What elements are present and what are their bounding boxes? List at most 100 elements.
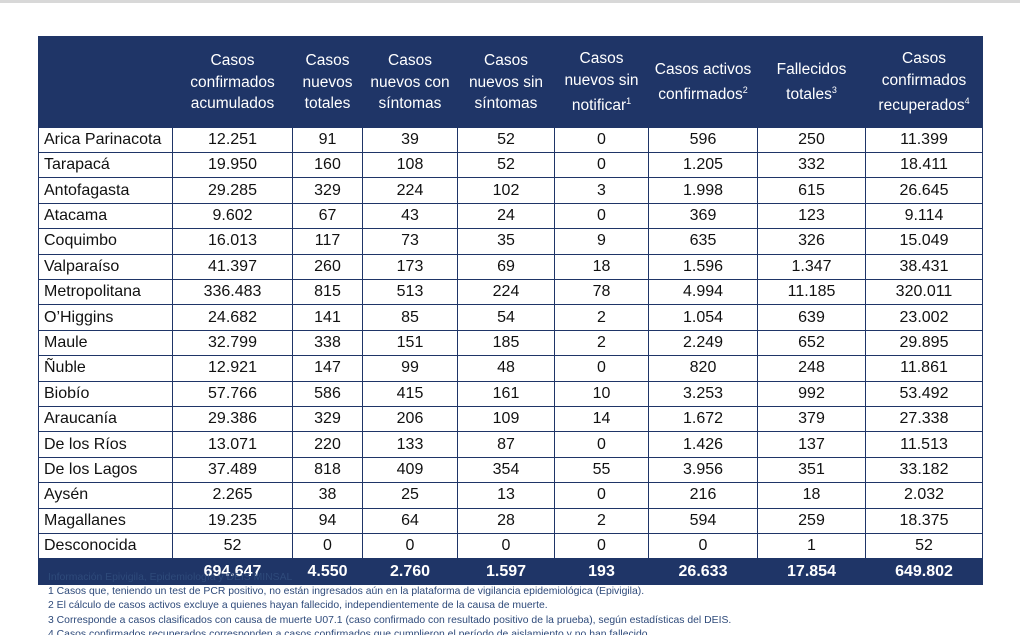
data-cell: 11.185: [757, 278, 866, 306]
header-fallecidos-totales: Fallecidos totales3: [757, 36, 866, 128]
data-cell: 19.950: [172, 152, 293, 179]
data-cell: 52: [172, 532, 293, 560]
data-cell: 0: [554, 126, 649, 154]
data-cell: 326: [757, 228, 866, 255]
data-cell: 216: [648, 482, 758, 509]
data-cell: 14: [554, 405, 649, 433]
data-cell: 185: [457, 329, 555, 357]
table-row: Desconocida 52 0 0 0 0 0 1 52: [38, 532, 983, 560]
data-cell: 250: [757, 126, 866, 154]
data-cell: 57.766: [172, 380, 293, 407]
data-cell: 224: [457, 278, 555, 306]
data-cell: 2.249: [648, 329, 758, 357]
data-cell: 0: [457, 532, 555, 560]
table-row: Maule 32.799 338 151 185 2 2.249 652 29.895: [38, 329, 983, 357]
data-cell: 1.426: [648, 431, 758, 458]
table-row: Metropolitana 336.483 815 513 224 78 4.994 11.1…: [38, 278, 983, 306]
data-cell: 2: [554, 507, 649, 534]
data-cell: 2: [554, 304, 649, 331]
header-nuevos-con-sintomas: Casos nuevos con síntomas: [362, 36, 458, 128]
data-cell: 354: [457, 456, 555, 484]
data-cell: 29.285: [172, 177, 293, 204]
header-nuevos-sin-sintomas: Casos nuevos sin síntomas: [457, 36, 555, 128]
data-cell: 85: [362, 304, 458, 331]
data-cell: 0: [362, 532, 458, 560]
data-cell: 18: [554, 253, 649, 281]
data-cell: 73: [362, 228, 458, 255]
data-cell: 54: [457, 304, 555, 331]
footnote-marker: 2: [742, 85, 748, 96]
table-row: Araucanía 29.386 329 206 109 14 1.672 379 27.338: [38, 405, 983, 433]
region-name: Biobío: [38, 380, 173, 407]
table-row: Arica Parinacota 12.251 91 39 52 0 596 250 11.39…: [38, 126, 983, 154]
covid-cases-table: Casos confirmados acumulados Casos nuevo…: [38, 36, 983, 586]
footnote-marker: 1: [626, 96, 632, 106]
data-cell: 16.013: [172, 228, 293, 255]
footnotes: Información Epivigila, Epidemiología y D…: [48, 571, 998, 635]
region-name: Ñuble: [38, 355, 173, 382]
table-row: Aysén 2.265 38 25 13 0 216 18 2.032: [38, 482, 983, 509]
data-cell: 9: [554, 228, 649, 255]
data-cell: 336.483: [172, 278, 293, 306]
data-cell: 117: [292, 228, 363, 255]
data-cell: 12.251: [172, 126, 293, 154]
totals-row: 694.647 4.550 2.760 1.597 193 26.633 17.854 649…: [38, 558, 983, 586]
region-name: Arica Parinacota: [38, 126, 173, 154]
header-confirmados-acumulados: Casos confirmados acumulados: [172, 36, 293, 128]
data-cell: 29.386: [172, 405, 293, 433]
data-cell: 13.071: [172, 431, 293, 458]
note-2: 2 El cálculo de casos activos excluye a …: [48, 600, 548, 612]
data-cell: 43: [362, 202, 458, 230]
data-cell: 332: [757, 152, 866, 179]
data-cell: 133: [362, 431, 458, 458]
data-cell: 639: [757, 304, 866, 331]
data-cell: 15.049: [865, 228, 983, 255]
table-row: Magallanes 19.235 94 64 28 2 594 259 18.375: [38, 507, 983, 534]
data-cell: 18: [757, 482, 866, 509]
header-activos-confirmados: Casos activos confirmados2: [648, 36, 758, 128]
data-cell: 26.645: [865, 177, 983, 204]
data-cell: 2: [554, 329, 649, 357]
data-cell: 52: [457, 126, 555, 154]
data-cell: 248: [757, 355, 866, 382]
data-cell: 24.682: [172, 304, 293, 331]
data-cell: 1.205: [648, 152, 758, 179]
data-cell: 55: [554, 456, 649, 484]
data-cell: 409: [362, 456, 458, 484]
data-cell: 0: [292, 532, 363, 560]
header-nuevos-totales: Casos nuevos totales: [292, 36, 363, 128]
data-cell: 260: [292, 253, 363, 281]
region-name: Antofagasta: [38, 177, 173, 204]
data-cell: 78: [554, 278, 649, 306]
data-cell: 379: [757, 405, 866, 433]
data-cell: 151: [362, 329, 458, 357]
data-cell: 1.054: [648, 304, 758, 331]
data-cell: 220: [292, 431, 363, 458]
data-cell: 0: [554, 532, 649, 560]
region-name: O’Higgins: [38, 304, 173, 331]
data-cell: 109: [457, 405, 555, 433]
table-row: Antofagasta 29.285 329 224 102 3 1.998 615 26.64…: [38, 177, 983, 204]
data-cell: 513: [362, 278, 458, 306]
region-name: Valparaíso: [38, 253, 173, 281]
region-name: De los Lagos: [38, 456, 173, 484]
footnote-marker: 3: [831, 85, 837, 96]
data-cell: 596: [648, 126, 758, 154]
region-name: Atacama: [38, 202, 173, 230]
data-cell: 94: [292, 507, 363, 534]
data-cell: 9.602: [172, 202, 293, 230]
data-cell: 32.799: [172, 329, 293, 357]
data-cell: 25: [362, 482, 458, 509]
data-cell: 11.513: [865, 431, 983, 458]
data-cell: 4.994: [648, 278, 758, 306]
region-name: Aysén: [38, 482, 173, 509]
note-4: 4 Casos confirmados recuperados correspo…: [48, 628, 651, 635]
data-cell: 0: [648, 532, 758, 560]
total-cell: 26.633: [648, 558, 758, 586]
data-cell: 818: [292, 456, 363, 484]
data-cell: 992: [757, 380, 866, 407]
data-cell: 12.921: [172, 355, 293, 382]
data-cell: 259: [757, 507, 866, 534]
data-cell: 415: [362, 380, 458, 407]
region-name: Maule: [38, 329, 173, 357]
